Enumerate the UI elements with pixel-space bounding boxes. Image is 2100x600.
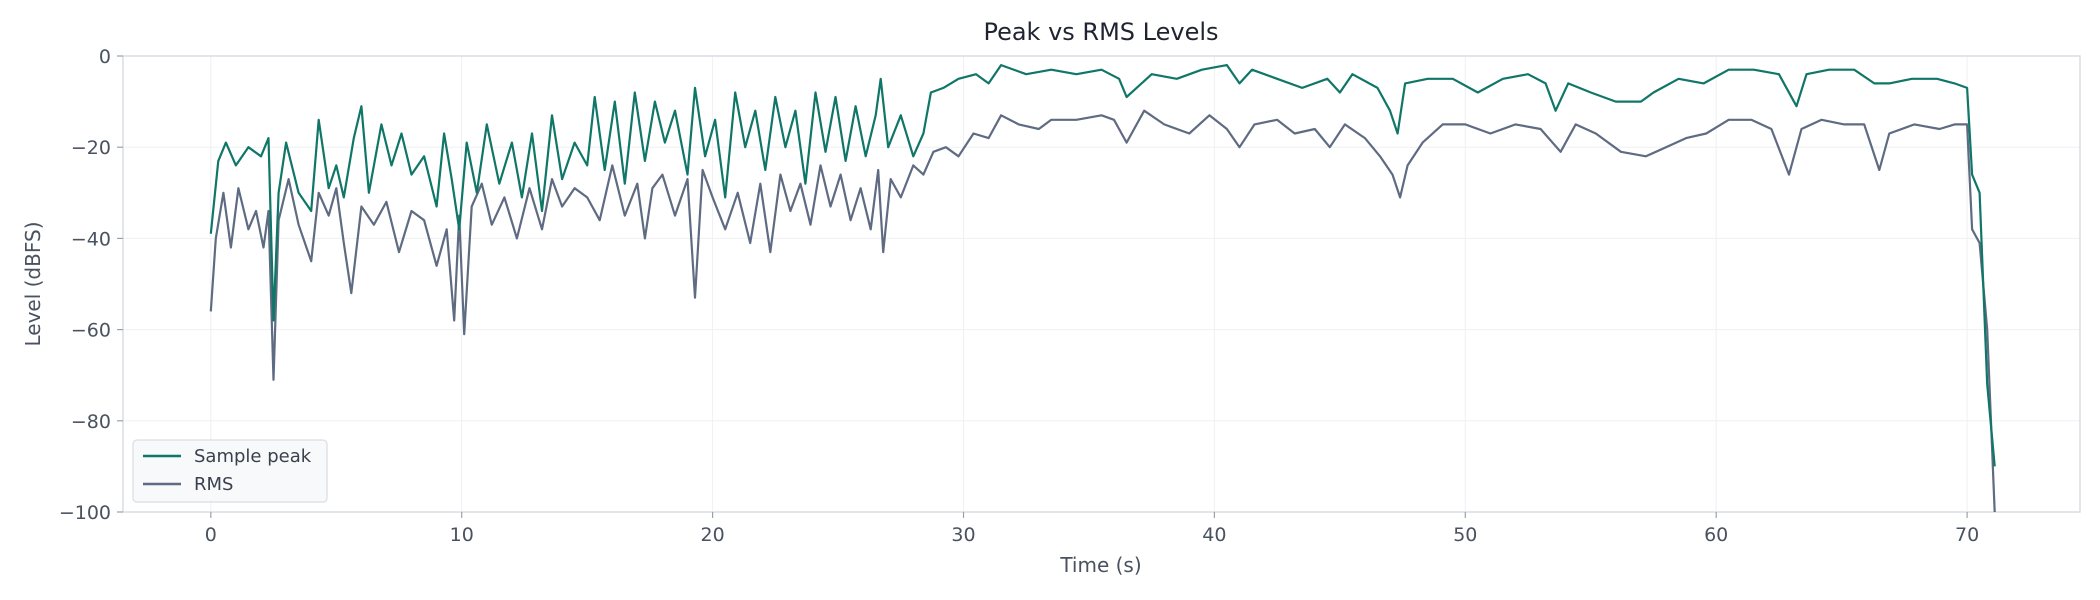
y-tick-label-0: 0	[99, 46, 111, 68]
x-tick-label-3: 30	[951, 524, 975, 546]
legend: Sample peak RMS	[132, 439, 328, 503]
legend-box	[132, 439, 328, 503]
y-tick-label-3: −60	[71, 320, 111, 342]
series-line-rms	[209, 109, 1996, 513]
y-tick-label-2: −40	[71, 228, 111, 250]
x-tick-label-5: 50	[1453, 524, 1477, 546]
y-tick-label-1: −20	[71, 137, 111, 159]
x-tick-label-1: 10	[450, 524, 474, 546]
plot-area-frame	[122, 55, 2081, 513]
y-axis-label: Level (dBFS)	[21, 221, 45, 346]
series-layer	[209, 63, 1996, 513]
series-line-sample-peak	[209, 63, 1996, 467]
x-tick-label-2: 20	[701, 524, 725, 546]
x-axis-label: Time (s)	[1059, 553, 1141, 577]
legend-label-sample-peak: Sample peak	[194, 446, 312, 467]
x-tick-label-0: 0	[205, 524, 217, 546]
y-axis-ticks: 0 −20 −40 −60 −80 −100	[59, 46, 123, 524]
x-tick-label-4: 40	[1202, 524, 1226, 546]
legend-label-rms: RMS	[194, 474, 233, 495]
x-tick-label-7: 70	[1955, 524, 1979, 546]
x-tick-label-6: 60	[1704, 524, 1728, 546]
y-tick-label-5: −100	[59, 502, 111, 524]
chart-title: Peak vs RMS Levels	[983, 18, 1218, 46]
x-axis-ticks: 0 10 20 30 40 50 60 70	[205, 512, 1979, 546]
y-tick-label-4: −80	[71, 411, 111, 433]
